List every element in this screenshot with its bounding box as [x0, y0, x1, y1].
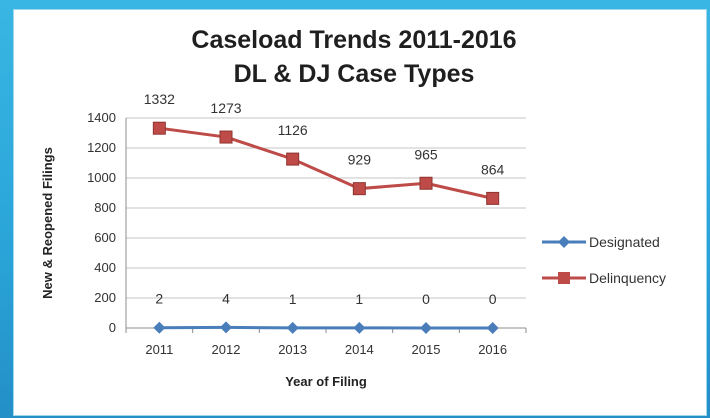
- x-tick-label: 2011: [145, 342, 173, 357]
- x-tick-label: 2015: [412, 342, 441, 357]
- y-tick-label: 1000: [87, 170, 116, 185]
- x-tick-label: 2013: [278, 342, 307, 357]
- data-label-designated: 0: [489, 291, 497, 307]
- y-tick-label: 400: [94, 260, 116, 275]
- legend-label: Delinquency: [589, 270, 666, 286]
- data-label-delinquency: 1332: [144, 91, 175, 107]
- chart-panel: Caseload Trends 2011-2016 DL & DJ Case T…: [14, 10, 706, 415]
- data-point-delinquency: [219, 130, 233, 144]
- y-axis-title: New & Reopened Filings: [40, 147, 55, 299]
- y-tick-label: 0: [109, 320, 116, 335]
- data-point-designated: [220, 321, 232, 334]
- legend-marker: [558, 272, 570, 284]
- data-label-delinquency: 1126: [278, 122, 308, 138]
- data-label-delinquency: 1273: [210, 100, 241, 116]
- data-label-delinquency: 929: [348, 152, 372, 168]
- data-point-designated: [153, 321, 166, 334]
- y-tick-label: 200: [94, 290, 116, 305]
- y-tick-label: 1400: [87, 110, 116, 125]
- data-label-designated: 0: [422, 291, 430, 307]
- x-axis-title: Year of Filing: [285, 374, 367, 389]
- data-point-designated: [486, 322, 499, 334]
- data-label-designated: 4: [222, 290, 230, 306]
- series-line-delinquency: [159, 126, 493, 200]
- data-label-delinquency: 965: [414, 146, 438, 162]
- series-line-designated: [159, 325, 493, 330]
- y-tick-label: 600: [94, 230, 116, 245]
- data-point-delinquency: [352, 182, 366, 196]
- chart-title-line-2: DL & DJ Case Types: [234, 60, 475, 88]
- data-point-designated: [286, 321, 299, 334]
- data-point-designated: [420, 322, 432, 334]
- data-label-delinquency: 864: [481, 161, 505, 177]
- legend-marker: [558, 236, 570, 248]
- data-label-designated: 1: [355, 291, 363, 307]
- data-point-delinquency: [486, 191, 500, 205]
- data-point-delinquency: [286, 152, 300, 166]
- gridlines: [126, 117, 526, 299]
- x-tick-label: 2016: [478, 342, 507, 357]
- x-tick-label: 2012: [212, 342, 241, 357]
- y-tick-label: 800: [94, 200, 116, 215]
- y-tick-label: 1200: [87, 140, 116, 155]
- data-label-designated: 1: [289, 291, 297, 307]
- data-point-delinquency: [419, 176, 433, 190]
- data-point-designated: [353, 321, 366, 334]
- series-layer: [152, 121, 500, 334]
- x-tick-label: 2014: [345, 342, 374, 357]
- chart-title-line-1: Caseload Trends 2011-2016: [191, 26, 516, 54]
- legend-label: Designated: [589, 234, 660, 250]
- legend: Designated Delinquency: [542, 234, 666, 286]
- data-label-designated: 2: [155, 291, 163, 307]
- line-chart: Caseload Trends 2011-2016 DL & DJ Case T…: [40, 26, 666, 389]
- data-labels: 2 4 1 1 0 0 1332 1273 1126 929 965 864: [144, 91, 505, 307]
- data-point-delinquency: [152, 121, 166, 135]
